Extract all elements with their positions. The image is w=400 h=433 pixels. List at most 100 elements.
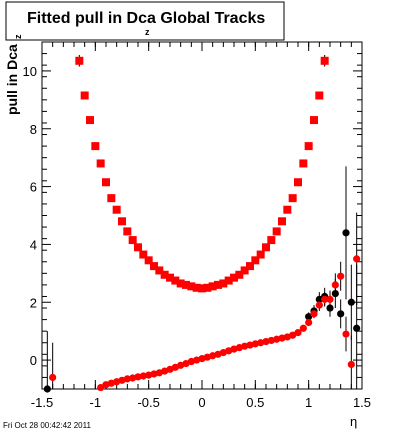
data-point-square [107, 194, 116, 203]
data-point-circle [321, 295, 329, 303]
data-point-circle [134, 373, 142, 381]
x-tick-label: 1 [305, 395, 312, 410]
data-point-circle [331, 289, 339, 298]
y-axis-label-subscript: z [13, 34, 23, 39]
data-point-square [160, 270, 169, 279]
data-point-circle [342, 330, 350, 338]
data-point-circle [299, 324, 307, 332]
y-tick-label: 6 [30, 180, 37, 195]
data-point-square [294, 178, 302, 187]
data-point-square [304, 142, 313, 151]
data-point-square [203, 283, 212, 292]
data-point-square [171, 276, 180, 285]
data-point-circle [353, 255, 361, 263]
data-point-square [224, 276, 233, 285]
x-tick-label: -1.5 [31, 395, 53, 410]
data-point-square [246, 262, 254, 271]
data-point-square [75, 56, 84, 65]
data-point-square [102, 178, 110, 187]
data-point-square [198, 284, 206, 293]
data-point-square [166, 273, 174, 282]
chart-title-suffix: Global Tracks [156, 10, 265, 27]
data-point-square [208, 282, 217, 291]
data-point-circle [289, 331, 297, 339]
data-markers [43, 56, 361, 393]
data-point-circle [139, 372, 147, 380]
data-point-circle [43, 385, 51, 393]
y-tick-label: 8 [30, 122, 37, 137]
plot-frame [41, 41, 363, 390]
data-point-circle [326, 304, 334, 312]
data-point-circle [315, 301, 323, 309]
data-point-square [134, 243, 142, 252]
data-point-circle [342, 229, 350, 237]
data-point-square [176, 279, 185, 288]
x-tick-label: 1.5 [353, 395, 371, 410]
data-point-square [283, 205, 292, 214]
data-point-square [288, 194, 297, 203]
y-axis-label-group: pull in Dca z [4, 34, 23, 115]
data-point-square [251, 256, 260, 265]
data-point-square [299, 159, 308, 168]
data-point-circle [305, 318, 313, 327]
data-point-circle [49, 373, 57, 382]
y-tick-label: 2 [30, 295, 37, 310]
x-tick-label: 0.5 [246, 395, 264, 410]
data-point-circle [347, 298, 355, 306]
data-point-square [182, 280, 190, 289]
data-point-circle [97, 383, 105, 392]
data-point-square [214, 280, 222, 289]
y-tick-label: 0 [30, 353, 37, 368]
y-axis-label: pull in Dca [4, 44, 20, 115]
chart-title-subscript: z [145, 27, 150, 37]
error-bars [46, 55, 358, 389]
y-tick-label: 4 [30, 237, 37, 252]
data-point-square [256, 250, 265, 259]
x-axis-label: η [350, 414, 357, 429]
data-point-square [123, 227, 132, 236]
data-point-circle [305, 313, 313, 321]
data-point-square [139, 250, 148, 259]
data-point-square [320, 56, 329, 65]
y-tick-label: 10 [23, 64, 37, 79]
data-point-square [155, 266, 164, 275]
axis-tick-labels: -1.5 -1 -0.5 0 0.5 1 1.5 0 2 4 6 8 10 [23, 64, 372, 410]
data-point-square [235, 270, 244, 279]
data-point-square [240, 266, 249, 275]
data-point-square [144, 256, 153, 265]
data-point-square [230, 273, 238, 282]
data-point-circle [123, 375, 131, 383]
chart-title-main: Fitted pull in Dca [27, 10, 156, 27]
data-point-circle [347, 360, 355, 369]
data-point-square [267, 236, 276, 245]
data-point-square [150, 262, 158, 271]
data-point-square [278, 217, 286, 226]
title-box [5, 1, 285, 41]
data-point-square [112, 205, 121, 214]
data-point-square [187, 282, 196, 291]
x-tick-label: -1 [90, 395, 102, 410]
data-point-circle [337, 310, 345, 318]
data-point-square [91, 142, 100, 151]
data-point-square [96, 159, 105, 168]
data-point-square [86, 116, 94, 125]
data-point-square [219, 279, 228, 288]
data-point-square [118, 217, 126, 226]
data-point-circle [294, 329, 302, 337]
x-tick-label: 0 [198, 395, 205, 410]
data-point-circle [337, 272, 345, 280]
x-tick-label: -0.5 [137, 395, 159, 410]
data-point-square [80, 91, 89, 100]
data-point-circle [353, 324, 361, 332]
chart-title: Fitted pull in Dca Global Tracks [27, 10, 265, 27]
data-point-circle [326, 295, 334, 303]
data-point-square [262, 243, 270, 252]
data-point-circle [310, 310, 318, 318]
data-point-square [272, 227, 281, 236]
footer-timestamp: Fri Oct 28 00:42:42 2011 [3, 421, 91, 430]
data-point-square [310, 116, 318, 125]
data-point-square [128, 236, 137, 245]
axis-ticks [41, 41, 363, 390]
data-point-square [192, 283, 201, 292]
